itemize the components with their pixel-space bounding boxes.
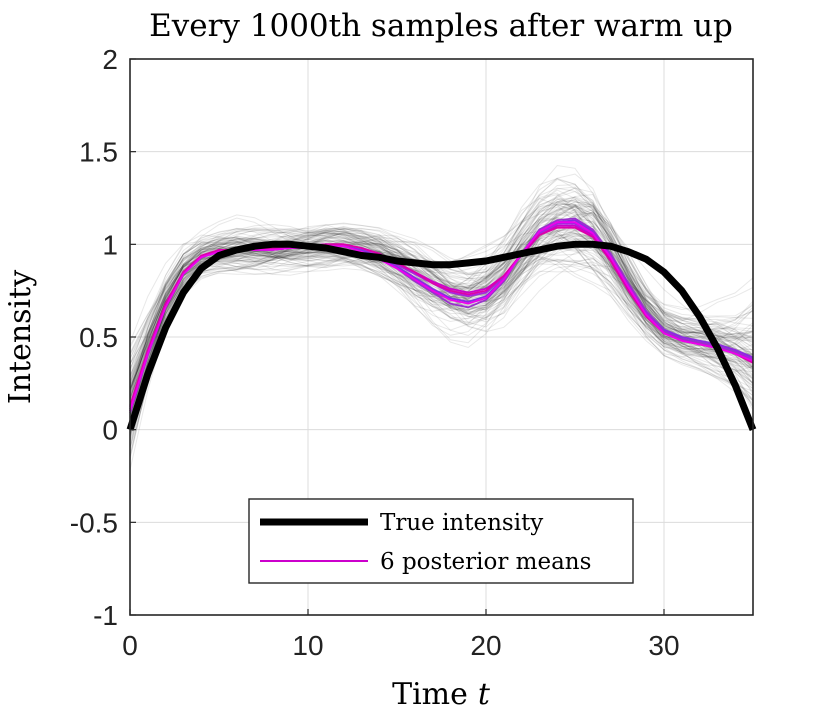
- sample-line: [129, 235, 754, 413]
- sample-line: [129, 211, 754, 443]
- sample-line: [129, 243, 754, 393]
- sample-line: [129, 204, 754, 390]
- x-axis-ticks: 0 10 20 30: [122, 609, 680, 661]
- sample-line: [129, 229, 754, 457]
- legend: True intensity 6 posterior means: [248, 498, 634, 584]
- sample-line: [129, 235, 754, 460]
- y-tick-label: 2: [102, 44, 118, 75]
- sample-line: [129, 228, 754, 457]
- sample-line: [129, 205, 754, 388]
- sample-line: [129, 190, 754, 380]
- sample-line: [129, 178, 754, 397]
- sample-line: [129, 232, 754, 471]
- sample-line: [129, 206, 754, 398]
- sample-line: [129, 235, 754, 442]
- y-tick-label: 1.5: [79, 137, 118, 168]
- sample-line: [129, 250, 754, 431]
- sample-line: [129, 217, 754, 387]
- true-intensity: [126, 240, 757, 431]
- sample-line: [129, 204, 754, 390]
- sample-line: [129, 217, 754, 438]
- sample-line: [129, 234, 754, 401]
- sample-line: [129, 229, 754, 394]
- sample-line: [129, 237, 754, 439]
- y-tick-label: -0.5: [70, 507, 118, 538]
- sample-line: [129, 211, 754, 355]
- sample-line: [129, 224, 754, 392]
- sample-line: [129, 212, 754, 365]
- sample-line: [129, 235, 754, 395]
- sample-line: [129, 227, 754, 437]
- x-axis-label: Time t: [392, 677, 491, 712]
- sample-line: [129, 208, 754, 384]
- sample-line: [129, 192, 754, 434]
- grid: [130, 59, 753, 615]
- sample-line: [129, 209, 754, 365]
- sample-line: [129, 204, 754, 392]
- sample-line: [129, 197, 754, 449]
- sample-line: [129, 201, 754, 382]
- sample-line: [129, 233, 754, 449]
- plot-area: [126, 58, 757, 616]
- y-tick-label: -1: [93, 600, 118, 631]
- x-axis-label-variable: t: [478, 677, 491, 712]
- sample-line: [129, 223, 754, 407]
- sample-line: [129, 218, 754, 416]
- y-axis-label: Intensity: [3, 270, 38, 404]
- sample-line: [129, 233, 754, 447]
- x-tick-label: 10: [292, 630, 323, 661]
- sample-line: [129, 218, 754, 408]
- y-tick-label: 0: [102, 415, 118, 446]
- sample-line: [129, 237, 754, 397]
- sample-line: [129, 228, 754, 391]
- legend-box: [248, 498, 634, 584]
- true-intensity-line: [126, 240, 757, 431]
- sample-line: [129, 211, 754, 368]
- x-axis-label-text: Time: [392, 677, 468, 712]
- sample-line: [129, 232, 754, 454]
- sample-line: [129, 206, 754, 400]
- chart-title: Every 1000th samples after warm up: [149, 8, 733, 44]
- sample-line: [129, 230, 754, 384]
- sample-line: [129, 227, 754, 408]
- sample-line: [129, 217, 754, 422]
- legend-label-true-intensity: True intensity: [380, 510, 543, 536]
- x-tick-label: 20: [470, 630, 501, 661]
- sample-line: [129, 211, 754, 379]
- sample-line: [129, 229, 754, 390]
- sample-line: [129, 187, 754, 369]
- x-tick-label: 0: [122, 630, 138, 661]
- legend-label-posterior-means: 6 posterior means: [380, 549, 591, 575]
- y-axis-ticks: -1 -0.5 0 0.5 1 1.5 2: [70, 44, 136, 631]
- y-tick-label: 1: [102, 229, 118, 260]
- sample-line: [129, 199, 754, 378]
- sample-line: [129, 240, 754, 399]
- sample-line: [129, 237, 754, 415]
- x-tick-label: 30: [648, 630, 679, 661]
- y-tick-label: 0.5: [79, 322, 118, 353]
- sample-line: [129, 244, 754, 426]
- sample-line: [129, 227, 754, 419]
- sample-line: [129, 194, 754, 448]
- sample-line: [129, 201, 754, 420]
